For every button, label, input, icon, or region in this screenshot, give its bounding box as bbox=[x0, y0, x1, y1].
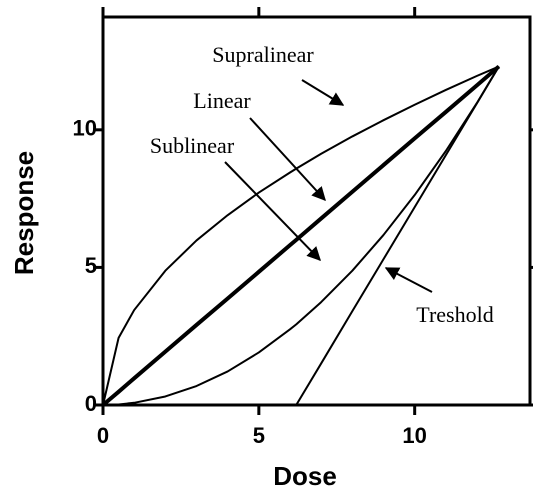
arrow bbox=[224, 161, 321, 262]
arrow bbox=[384, 267, 433, 293]
annotation: Sublinear bbox=[150, 133, 235, 158]
x-tick-label: 10 bbox=[402, 423, 426, 448]
arrow bbox=[249, 117, 326, 202]
y-axis-title: Response bbox=[9, 151, 39, 275]
x-axis-title: Dose bbox=[273, 461, 337, 491]
x-tick-label: 5 bbox=[253, 423, 265, 448]
x-tick-label: 0 bbox=[97, 423, 109, 448]
line-series bbox=[295, 66, 500, 406]
y-tick-label: 10 bbox=[73, 116, 97, 141]
annotation: Treshold bbox=[416, 302, 493, 327]
annotation: Linear bbox=[193, 88, 251, 113]
annotation: Supralinear bbox=[212, 42, 314, 67]
plot-area bbox=[101, 65, 501, 407]
arrow bbox=[301, 79, 345, 106]
line-series bbox=[102, 66, 500, 406]
plot-frame bbox=[101, 15, 532, 407]
line-series bbox=[102, 65, 500, 406]
y-tick-label: 0 bbox=[85, 391, 97, 416]
line-series bbox=[101, 65, 501, 407]
y-tick-label: 5 bbox=[85, 253, 97, 278]
